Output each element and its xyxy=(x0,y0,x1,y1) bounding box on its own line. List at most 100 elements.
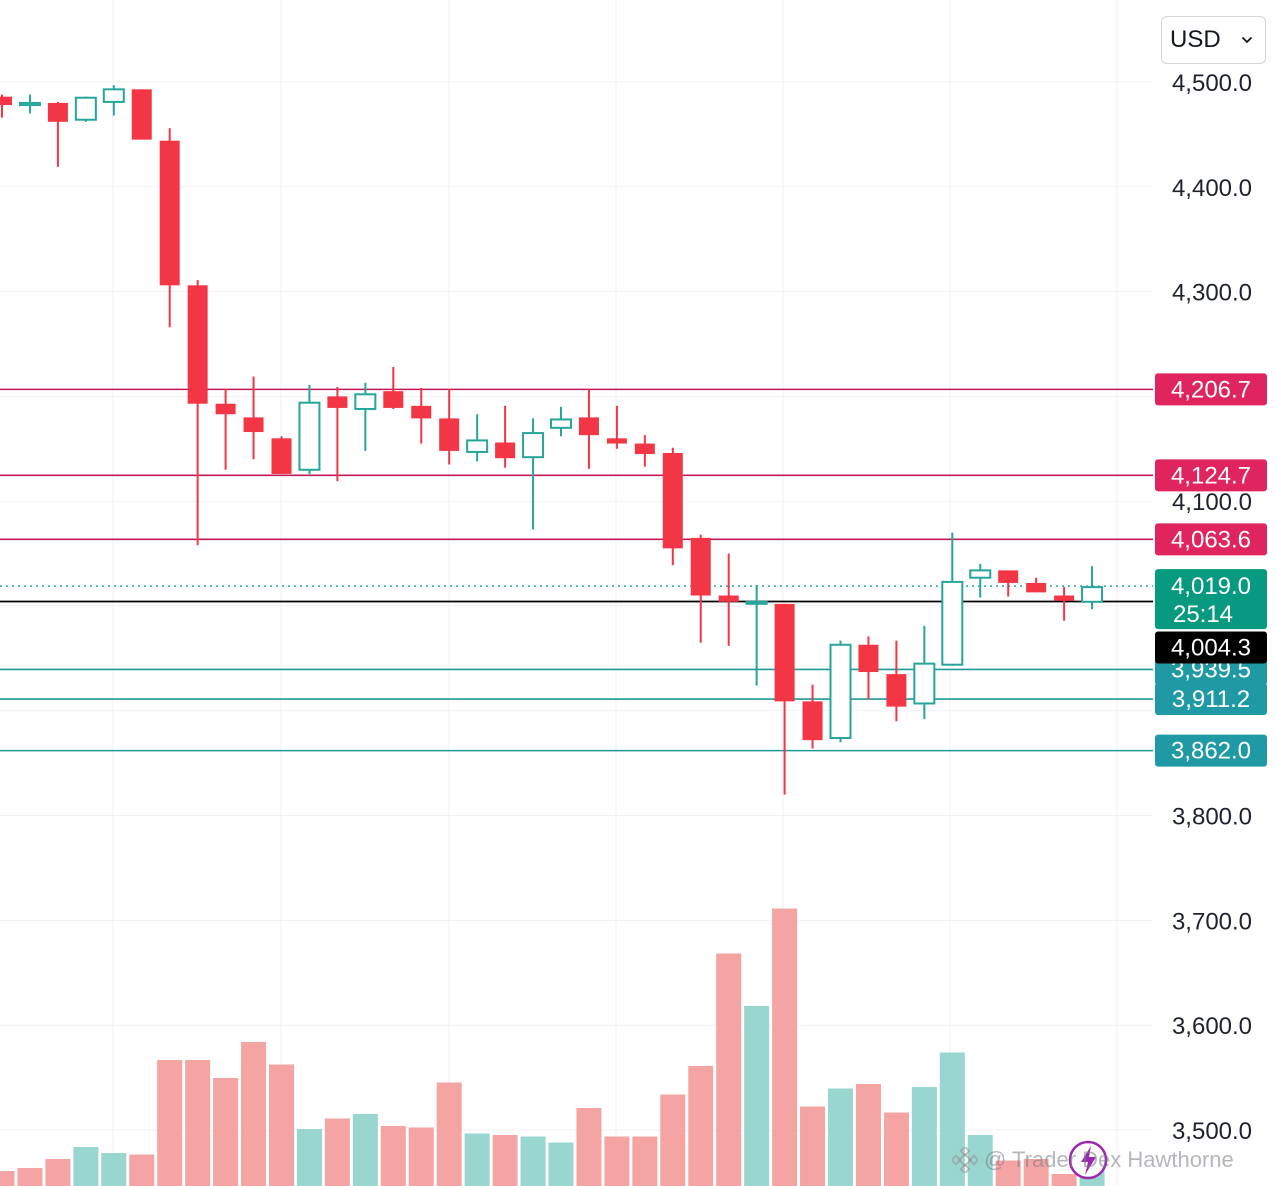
volume-bar xyxy=(688,1066,714,1186)
candle-body xyxy=(969,569,992,579)
volume-bar xyxy=(772,908,798,1186)
volume-bar xyxy=(1051,1174,1077,1186)
candle-body xyxy=(215,403,236,415)
last-price-text: 4,019.0 xyxy=(1171,573,1251,600)
candle-body xyxy=(718,595,739,602)
y-tick-label: 3,700.0 xyxy=(1172,908,1252,935)
level-price-label: 4,206.7 xyxy=(1155,373,1267,406)
candle-body xyxy=(271,438,292,474)
level-label-box xyxy=(1155,734,1267,767)
currency-dropdown[interactable]: USD xyxy=(1161,16,1266,64)
candle-body xyxy=(634,443,655,455)
level-label-text: 3,911.2 xyxy=(1172,686,1250,713)
candle-body xyxy=(74,96,97,121)
volume-bar xyxy=(436,1082,462,1186)
candle-body xyxy=(495,442,516,459)
y-tick-label: 3,500.0 xyxy=(1172,1118,1252,1145)
candle-body xyxy=(466,439,489,453)
candle-body xyxy=(18,101,41,107)
volume-bar xyxy=(380,1126,406,1186)
level-label-box xyxy=(1155,683,1267,716)
candle xyxy=(466,414,489,462)
candle xyxy=(998,570,1019,597)
volume-bar xyxy=(352,1114,378,1186)
level-price-label: 3,862.0 xyxy=(1155,734,1267,767)
candle xyxy=(829,640,852,743)
candle-body xyxy=(131,89,152,140)
volume-bar xyxy=(324,1118,350,1186)
price-axis[interactable]: 4,500.0 4,400.0 4,300.0 4,100.0 3,800.0 3,700… xyxy=(1172,70,1252,1145)
volume-bar xyxy=(995,1160,1021,1186)
candle-body xyxy=(858,644,879,673)
candle xyxy=(606,405,627,449)
candles xyxy=(0,85,1104,795)
candle-body xyxy=(354,393,377,410)
last-price-label: 4,019.025:14 xyxy=(1155,569,1267,630)
price-labels: 4,206.74,124.74,063.63,939.53,911.23,862… xyxy=(1068,373,1267,1180)
candle-body xyxy=(522,432,545,459)
volume-bar xyxy=(241,1042,267,1186)
candle xyxy=(383,367,404,409)
candle xyxy=(858,636,879,700)
volume-bar xyxy=(911,1087,937,1186)
candle-body xyxy=(662,452,683,549)
candle xyxy=(298,384,321,474)
volume-bar xyxy=(632,1136,658,1186)
candle xyxy=(745,585,768,686)
volume-bar xyxy=(17,1168,43,1186)
y-tick-label: 4,400.0 xyxy=(1172,175,1252,202)
volume-bar xyxy=(604,1136,630,1186)
candle xyxy=(522,418,545,530)
volume-bar xyxy=(213,1078,239,1186)
candle-body xyxy=(159,140,180,286)
candle xyxy=(662,447,683,566)
candle xyxy=(969,564,992,598)
current-price-box xyxy=(1155,631,1267,664)
candle xyxy=(495,405,516,468)
volume-bar xyxy=(492,1135,518,1186)
candle xyxy=(690,534,711,643)
candle xyxy=(718,553,739,646)
volume-bar xyxy=(660,1094,686,1186)
volume-bar xyxy=(45,1159,71,1186)
volume-bar xyxy=(73,1147,99,1186)
volume-bar xyxy=(744,1006,770,1186)
candle xyxy=(0,94,12,118)
volume-bar xyxy=(101,1153,127,1186)
candle xyxy=(550,406,572,437)
candle xyxy=(578,389,599,469)
candle-body xyxy=(578,417,599,436)
candle-body xyxy=(941,580,964,666)
volume-bar xyxy=(967,1135,993,1186)
candle-body xyxy=(886,674,907,707)
candle xyxy=(913,625,936,720)
chevron-down-icon xyxy=(1242,37,1252,43)
candle xyxy=(439,389,460,465)
level-price-label: 4,124.7 xyxy=(1155,459,1267,492)
volume-bar xyxy=(883,1112,909,1186)
volume-bar xyxy=(548,1142,574,1186)
candle-body xyxy=(1026,582,1047,593)
candle-body xyxy=(774,603,795,702)
candle xyxy=(774,603,795,795)
candle xyxy=(634,435,655,467)
candle-body xyxy=(745,600,768,605)
watermark: @ Trader Dex Hawthorne xyxy=(952,1140,1234,1180)
candle xyxy=(159,128,180,328)
candle xyxy=(327,386,348,482)
candle xyxy=(1054,587,1075,621)
candle xyxy=(187,280,208,546)
volume-bar xyxy=(828,1088,853,1186)
candle-body xyxy=(0,96,12,106)
candle-body xyxy=(550,418,572,429)
level-label-box xyxy=(1155,459,1267,492)
binance-logo-icon xyxy=(952,1147,978,1173)
candle-body xyxy=(913,662,936,705)
volume-bar xyxy=(464,1133,490,1186)
volume-bar xyxy=(296,1129,322,1186)
candle-countdown-text: 25:14 xyxy=(1173,601,1233,628)
candle-body xyxy=(829,643,852,740)
volume-bar xyxy=(1023,1159,1049,1186)
